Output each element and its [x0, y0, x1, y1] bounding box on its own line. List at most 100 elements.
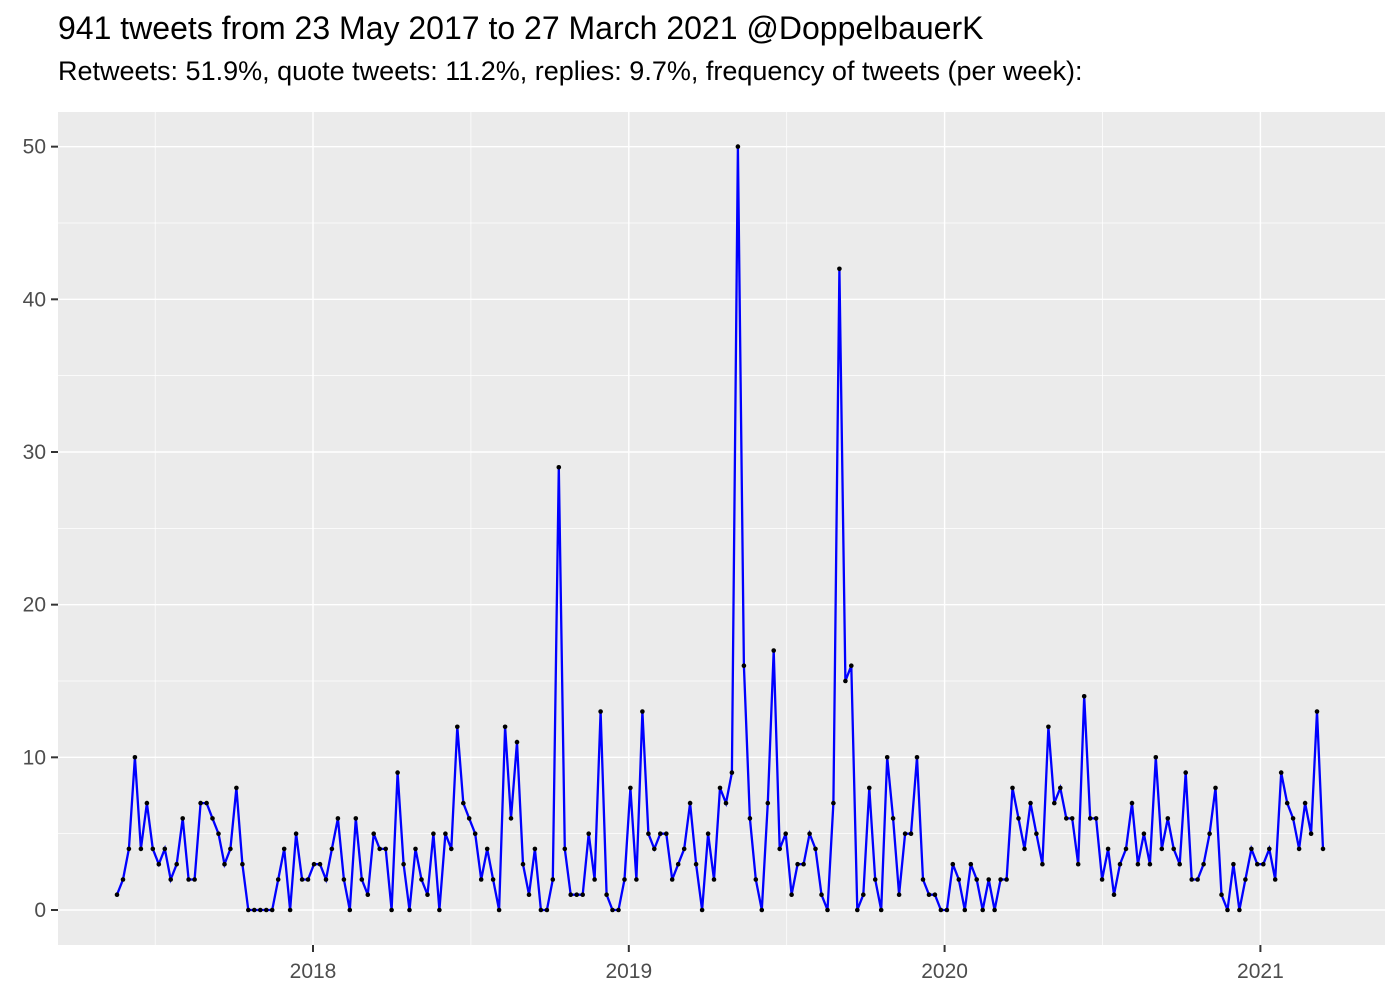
data-point: [1075, 861, 1081, 867]
data-point: [681, 846, 687, 852]
data-point: [162, 846, 168, 852]
data-point: [281, 846, 287, 852]
x-axis-label: 2021: [1237, 960, 1284, 983]
data-point: [664, 831, 669, 836]
data-point: [586, 831, 591, 836]
data-point: [986, 877, 991, 882]
data-point: [466, 816, 472, 821]
data-point: [610, 907, 615, 913]
data-point: [1284, 800, 1290, 806]
data-point: [914, 755, 920, 760]
data-point: [998, 877, 1003, 882]
data-point: [293, 831, 299, 836]
data-point: [1123, 846, 1129, 852]
data-point: [514, 739, 520, 745]
y-axis-label: 40: [23, 288, 46, 311]
data-point: [472, 831, 478, 836]
data-point: [1117, 861, 1123, 867]
data-point: [305, 877, 311, 882]
data-point: [1081, 694, 1087, 699]
data-point: [216, 831, 221, 836]
data-point: [1052, 800, 1057, 806]
data-point: [956, 877, 962, 882]
data-point: [449, 846, 454, 852]
data-point: [1069, 816, 1075, 821]
data-point: [622, 877, 627, 882]
data-point: [1255, 861, 1260, 867]
data-point: [240, 861, 245, 867]
data-point: [795, 861, 800, 867]
data-point: [1320, 846, 1326, 852]
data-point: [723, 800, 729, 806]
y-axis-label: 10: [23, 746, 46, 769]
data-point: [341, 877, 347, 882]
data-point: [652, 846, 657, 852]
data-point: [1219, 892, 1224, 897]
data-point: [228, 846, 233, 852]
data-point: [437, 907, 442, 913]
data-point: [461, 800, 466, 806]
x-axis-label: 2019: [605, 960, 652, 983]
data-point: [359, 877, 365, 882]
data-point: [771, 648, 776, 653]
data-point: [156, 861, 162, 867]
data-point: [801, 861, 806, 867]
data-point: [407, 907, 412, 913]
data-point: [150, 846, 156, 852]
data-point: [365, 892, 371, 897]
data-point: [765, 800, 771, 806]
data-point: [1177, 861, 1182, 867]
data-point: [443, 831, 448, 836]
data-point: [1195, 877, 1200, 882]
data-point: [1099, 877, 1105, 882]
data-point: [508, 816, 514, 821]
data-point: [1189, 877, 1194, 882]
data-point: [1237, 907, 1242, 913]
data-point: [198, 800, 203, 806]
data-point: [658, 831, 663, 836]
data-point: [234, 785, 239, 791]
data-point: [777, 846, 782, 852]
data-point: [1004, 877, 1009, 882]
data-point: [1010, 785, 1015, 791]
data-point: [287, 907, 293, 913]
data-point: [598, 709, 603, 714]
data-point: [484, 846, 490, 852]
data-point: [550, 877, 556, 882]
data-point: [687, 800, 693, 806]
data-point: [705, 831, 711, 836]
data-point: [114, 892, 120, 897]
data-point: [258, 907, 263, 913]
data-point: [884, 755, 890, 760]
data-point: [1267, 846, 1272, 852]
data-point: [395, 770, 400, 775]
data-point: [1040, 861, 1045, 867]
data-point: [938, 907, 944, 913]
data-point: [1302, 800, 1308, 806]
data-point: [992, 907, 997, 913]
data-point: [902, 831, 908, 836]
data-point: [831, 800, 836, 806]
data-point: [335, 816, 341, 821]
data-point: [1159, 846, 1165, 852]
data-point: [120, 877, 126, 882]
data-point: [210, 816, 215, 821]
data-point: [789, 892, 794, 897]
data-point: [640, 709, 645, 714]
data-point: [807, 831, 812, 836]
data-point: [168, 877, 173, 882]
data-point: [974, 877, 979, 882]
data-point: [496, 907, 502, 913]
data-point: [1308, 831, 1314, 836]
data-point: [1272, 877, 1278, 882]
data-point: [944, 907, 950, 913]
data-point: [562, 846, 568, 852]
data-point: [389, 907, 394, 913]
data-point: [932, 892, 938, 897]
data-point: [353, 816, 359, 821]
data-point: [783, 831, 788, 836]
data-point: [138, 846, 144, 852]
data-point: [1201, 861, 1206, 867]
